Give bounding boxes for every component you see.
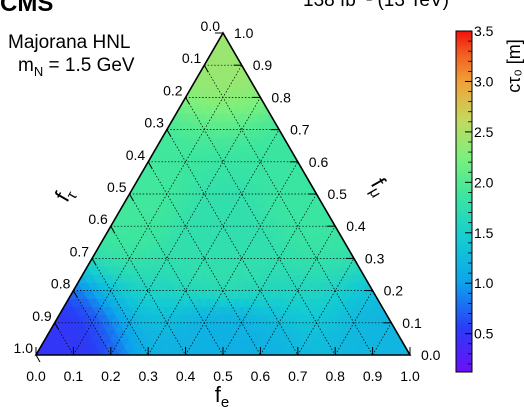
ternary-ticks — [35, 32, 411, 363]
tick-ftau — [203, 64, 209, 73]
tick-ftau — [185, 97, 191, 105]
tick-label-fmu: 1.0 — [234, 25, 254, 41]
tick-label-fe: 0.2 — [101, 368, 121, 384]
tick-label-fe: 0.7 — [288, 368, 308, 384]
mass-symbol: m — [18, 55, 34, 76]
tick-ftau — [166, 129, 172, 137]
tick-ftau — [147, 161, 153, 170]
colorbar: 0.5 1.0 1.5 2.0 2.5 3.0 3.5 cτ₀ [m] — [455, 23, 524, 373]
grid-line — [334, 290, 373, 356]
colorbar-label: cτ₀ [m] — [504, 39, 524, 93]
tick-label-fe: 0.5 — [213, 368, 233, 384]
tick-label-fmu: 0.6 — [309, 154, 329, 170]
tick-label-fe: 0.3 — [138, 368, 158, 384]
tick-label-fe: 0.4 — [176, 368, 196, 384]
grid-line — [372, 322, 392, 356]
grid-line — [54, 322, 74, 356]
tick-label-ftau: 0.9 — [32, 308, 52, 324]
colorbar-tick-label: 3.5 — [474, 23, 494, 39]
tick-label-fe: 0.8 — [325, 368, 345, 384]
grid-line — [110, 97, 261, 356]
mass-label: mN = 1.5 GeV — [18, 55, 135, 79]
grid-line — [297, 258, 355, 356]
tick-ftau — [129, 193, 134, 202]
colorbar-gradient — [455, 30, 473, 373]
axis-label-ftau: fτ — [50, 183, 81, 208]
tick-label-ftau: 0.0 — [201, 18, 221, 34]
tick-ftau — [35, 354, 41, 363]
luminosity-label: 138 fb⁻¹ (13 TeV) — [303, 0, 449, 11]
colorbar-tick-label: 2.0 — [474, 174, 494, 190]
grid-line — [166, 129, 299, 356]
colorbar-tick-label: 3.0 — [474, 73, 494, 89]
tick-label-ftau: 0.2 — [163, 82, 183, 98]
tick-ftau — [110, 225, 116, 234]
grid-line — [73, 290, 112, 356]
tick-label-ftau: 0.5 — [107, 179, 127, 195]
model-label: Majorana HNL — [8, 32, 131, 53]
tick-label-fmu: 0.2 — [384, 283, 404, 299]
tick-ftau — [72, 290, 78, 298]
colorbar-tick-label: 2.5 — [474, 124, 494, 140]
heatmap-cells — [36, 33, 410, 355]
colorbar-tick-label: 1.5 — [474, 225, 494, 241]
axis-label-fe: fe — [215, 382, 229, 407]
mass-value: = 1.5 GeV — [43, 55, 135, 76]
tick-label-fe: 1.0 — [400, 368, 420, 384]
tick-label-fmu: 0.0 — [421, 347, 441, 363]
tick-ftau — [91, 258, 97, 266]
grid-line — [222, 193, 317, 356]
tick-label-fmu: 0.9 — [253, 57, 273, 73]
tick-label-ftau: 1.0 — [14, 340, 34, 356]
grid-line — [91, 258, 149, 356]
grid-line — [147, 129, 280, 356]
tick-label-fe: 0.6 — [251, 368, 271, 384]
tick-ftau — [54, 322, 60, 331]
tick-label-ftau: 0.7 — [70, 243, 90, 259]
tick-label-fmu: 0.4 — [346, 218, 366, 234]
tick-label-fe: 0.0 — [26, 368, 46, 384]
colorbar-tick-label: 0.5 — [474, 326, 494, 342]
tick-label-fmu: 0.3 — [365, 250, 385, 266]
tick-label-ftau: 0.3 — [144, 115, 164, 131]
colorbar-tick-label: 1.0 — [474, 275, 494, 291]
experiment-label: CMS — [0, 0, 54, 17]
tick-ftau — [222, 32, 228, 41]
tick-label-ftau: 0.6 — [88, 211, 108, 227]
tick-label-ftau: 0.4 — [126, 147, 146, 163]
grid-line — [129, 193, 224, 356]
axis-label-fmu: fμ — [363, 174, 396, 201]
tick-label-fmu: 0.7 — [290, 122, 310, 138]
tick-label-fe: 0.9 — [363, 368, 383, 384]
mass-subscript: N — [33, 63, 44, 79]
tick-label-ftau: 0.1 — [182, 50, 202, 66]
tick-label-fmu: 0.1 — [402, 315, 422, 331]
tick-label-fmu: 0.8 — [271, 89, 291, 105]
tick-label-fe: 0.1 — [64, 368, 84, 384]
tick-label-ftau: 0.8 — [51, 276, 71, 292]
tick-label-fmu: 0.5 — [328, 186, 348, 202]
